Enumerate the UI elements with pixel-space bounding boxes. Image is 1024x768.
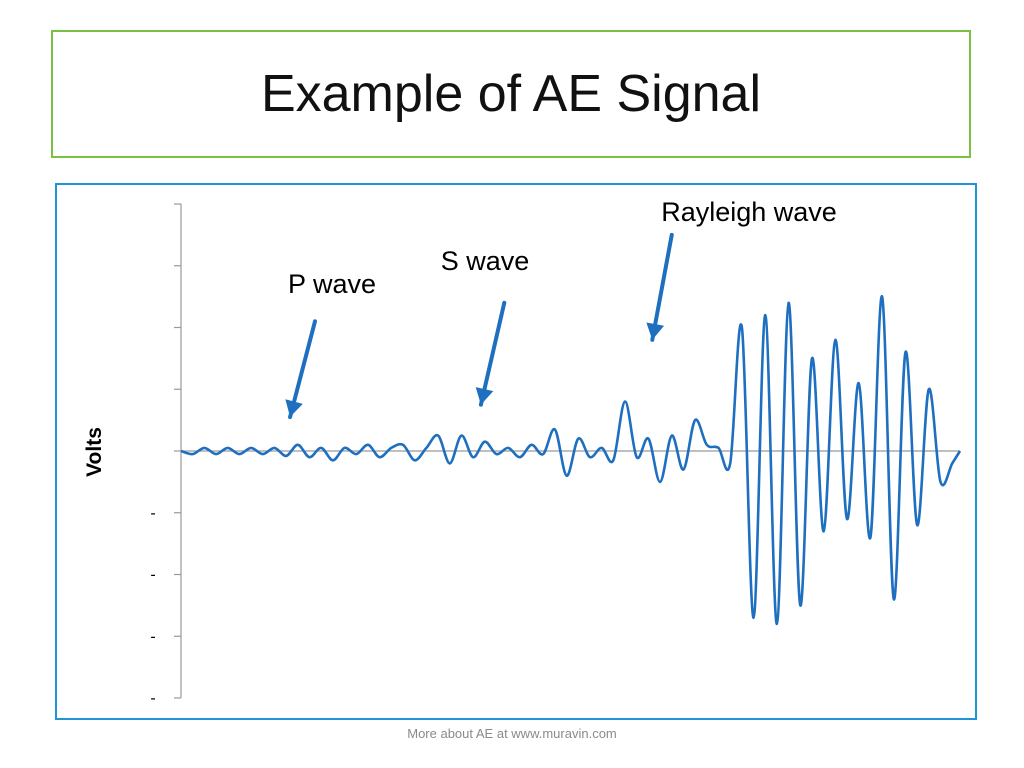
annotation-label: S wave bbox=[441, 246, 530, 276]
chart-box: - - - - P wave S wave Rayleigh wave Volts bbox=[55, 183, 977, 720]
footer-text: More about AE at www.muravin.com bbox=[407, 726, 617, 741]
signal-line bbox=[180, 295, 962, 626]
title-box: Example of AE Signal bbox=[51, 30, 971, 158]
y-tick-label: - bbox=[150, 567, 155, 584]
y-tick-label: - bbox=[150, 690, 155, 707]
annotation-label: P wave bbox=[288, 269, 376, 299]
wave-arrows bbox=[285, 232, 674, 420]
signal-series bbox=[180, 295, 962, 626]
wave-arrow-head bbox=[285, 399, 303, 418]
wave-arrow-shaft bbox=[650, 232, 674, 342]
ae-signal-chart: - - - - P wave S wave Rayleigh wave Volts bbox=[83, 197, 962, 707]
y-ticks: - - - - bbox=[150, 203, 181, 707]
annotation-label: Rayleigh wave bbox=[661, 197, 837, 227]
y-tick-label: - bbox=[150, 628, 155, 645]
y-axis-label: Volts bbox=[83, 427, 106, 477]
wave-arrow-shaft bbox=[288, 319, 317, 420]
slide-title: Example of AE Signal bbox=[260, 65, 762, 123]
wave-arrow-head bbox=[646, 322, 665, 340]
y-tick-label: - bbox=[150, 505, 155, 522]
annotation-labels: P wave S wave Rayleigh wave bbox=[288, 197, 837, 299]
wave-arrow-shaft bbox=[478, 300, 507, 407]
wave-arrow-head bbox=[475, 387, 494, 405]
